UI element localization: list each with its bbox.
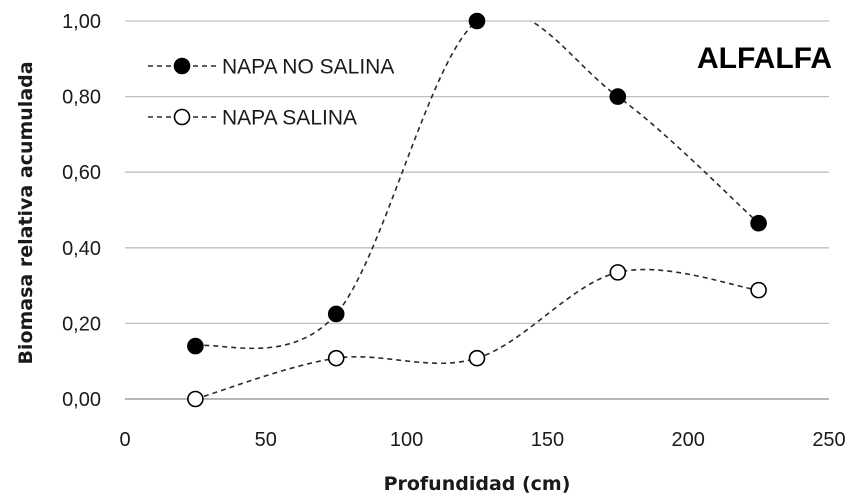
chart-annotation: ALFALFA [697,42,832,75]
data-point [609,264,627,281]
y-tick-label: 0,20 [62,313,101,335]
x-tick-labels: 0 50 100 150 200 250 [119,429,845,451]
legend-label: NAPA NO SALINA [222,56,394,79]
data-point [187,337,204,355]
x-tick-label: 0 [119,429,130,451]
y-tick-label: 0,60 [62,162,101,184]
x-tick-label: 200 [672,429,705,451]
legend-marker [173,108,191,126]
data-point [750,214,767,232]
data-point [327,305,345,323]
y-tick-label: 0,40 [62,238,101,260]
y-tick-label: 0,80 [62,87,101,109]
y-tick-label: 1,00 [62,11,101,33]
x-tick-label: 250 [812,429,845,451]
data-point [609,88,627,105]
data-point [750,281,767,299]
data-point [187,390,204,408]
data-point [468,349,486,367]
data-point [468,12,486,30]
marker-layer [187,12,767,408]
data-point [327,349,345,367]
legend-marker [173,57,191,75]
x-tick-label: 100 [390,429,423,451]
x-tick-label: 50 [255,429,277,451]
y-axis-label: Biomasa relativa acumulada [15,61,37,364]
y-tick-label: 0,00 [62,389,101,411]
x-tick-label: 150 [531,429,564,451]
series-line-1 [195,268,759,400]
y-tick-labels: 0,00 0,20 0,40 0,60 0,80 1,00 [62,11,101,411]
legend: NAPA NO SALINA NAPA SALINA [148,56,394,130]
x-axis-label: Profundidad (cm) [384,473,571,495]
legend-label: NAPA SALINA [222,107,357,130]
